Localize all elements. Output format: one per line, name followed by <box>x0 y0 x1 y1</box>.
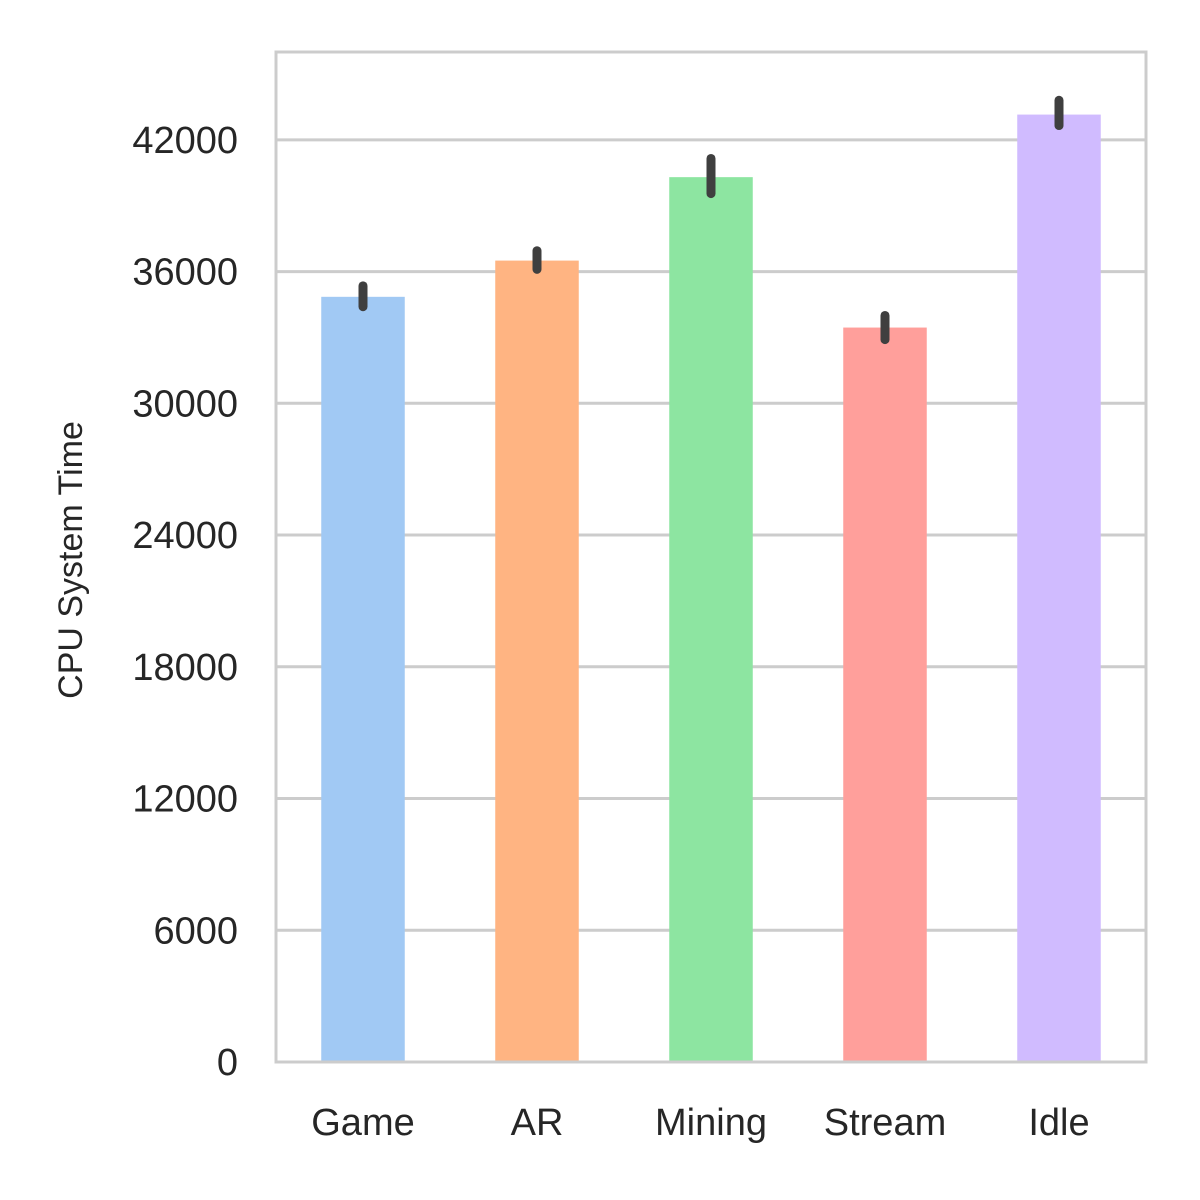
y-tick-label: 42000 <box>132 120 238 162</box>
x-tick-label: Mining <box>655 1102 767 1144</box>
y-axis-label: CPU System Time <box>52 421 90 699</box>
bars <box>321 114 1101 1063</box>
plot-frame <box>274 50 1148 1064</box>
y-tick-label: 0 <box>217 1042 238 1084</box>
x-tick-label: Stream <box>824 1102 946 1144</box>
error-bars <box>358 95 1064 345</box>
y-tick-label: 36000 <box>132 252 238 294</box>
y-tick-label: 6000 <box>153 910 238 952</box>
y-axis-ticks: 0 6000 12000 18000 24000 30000 36000 42000 <box>132 120 238 1084</box>
y-tick-label: 24000 <box>132 515 238 557</box>
x-tick-label: AR <box>511 1102 564 1144</box>
bar-mining <box>669 177 753 1063</box>
y-tick-label: 12000 <box>132 779 238 821</box>
x-axis-ticks: Game AR Mining Stream Idle <box>311 1102 1089 1144</box>
x-tick-label: Game <box>311 1102 414 1144</box>
bar-ar <box>495 260 579 1063</box>
bar-stream <box>843 327 927 1063</box>
bar-game <box>321 296 405 1063</box>
x-tick-label: Idle <box>1028 1102 1089 1144</box>
y-tick-label: 30000 <box>132 383 238 425</box>
y-tick-label: 18000 <box>132 647 238 689</box>
bar-idle <box>1017 114 1101 1062</box>
